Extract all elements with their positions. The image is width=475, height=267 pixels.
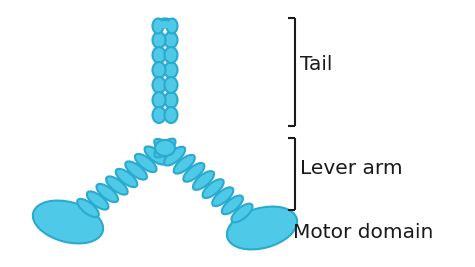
Ellipse shape (183, 163, 204, 182)
Text: Tail: Tail (300, 56, 332, 74)
Ellipse shape (154, 139, 176, 157)
Ellipse shape (174, 155, 195, 174)
Ellipse shape (164, 62, 178, 78)
Ellipse shape (152, 32, 165, 48)
Ellipse shape (152, 47, 165, 63)
Ellipse shape (106, 176, 128, 195)
Text: Motor domain: Motor domain (293, 222, 433, 241)
Ellipse shape (152, 107, 165, 123)
Ellipse shape (116, 169, 137, 187)
Ellipse shape (231, 204, 253, 222)
Ellipse shape (77, 199, 99, 217)
Ellipse shape (164, 47, 178, 63)
Ellipse shape (135, 154, 157, 172)
Ellipse shape (96, 184, 118, 202)
Ellipse shape (152, 77, 165, 93)
Ellipse shape (87, 191, 108, 210)
Ellipse shape (164, 107, 178, 123)
Ellipse shape (167, 18, 178, 33)
Ellipse shape (212, 187, 233, 206)
Ellipse shape (164, 32, 178, 48)
Ellipse shape (125, 162, 147, 180)
Ellipse shape (193, 171, 214, 190)
Ellipse shape (154, 139, 176, 157)
Ellipse shape (164, 92, 178, 108)
Ellipse shape (155, 140, 175, 156)
Ellipse shape (227, 207, 297, 249)
Ellipse shape (202, 179, 224, 198)
Ellipse shape (164, 77, 178, 93)
Ellipse shape (152, 18, 163, 33)
Text: Lever arm: Lever arm (300, 159, 403, 178)
Ellipse shape (152, 62, 165, 78)
Ellipse shape (222, 195, 243, 214)
Ellipse shape (164, 147, 185, 166)
Ellipse shape (144, 146, 166, 164)
Ellipse shape (33, 201, 103, 244)
Ellipse shape (152, 92, 165, 108)
